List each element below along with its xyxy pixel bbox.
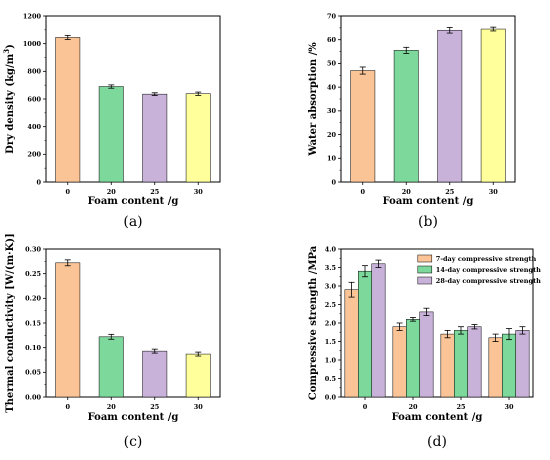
y-tick-label: 0.25: [25, 270, 41, 278]
x-tick-label: 20: [107, 188, 117, 196]
x-tick-label: 0: [363, 403, 368, 411]
y-tick-label: 0: [331, 178, 336, 186]
bar: [454, 330, 468, 398]
y-tick-label: 2.5: [325, 301, 337, 309]
bar: [502, 333, 516, 398]
bar: [392, 326, 407, 398]
y-tick-label: 0: [36, 178, 41, 186]
bar: [185, 353, 211, 398]
bar: [55, 37, 81, 183]
y-tick-label: 30: [327, 107, 337, 115]
bar: [358, 270, 372, 398]
y-tick-label: 10: [327, 155, 337, 163]
y-tick-label: 200: [27, 151, 41, 159]
chart-panel-2: 0 10 20 30 40 50 60 70 0 20 25 30 Foam content /g Wat…: [308, 12, 516, 230]
x-tick-label: 0: [360, 188, 365, 196]
y-tick-label: 50: [327, 60, 337, 68]
x-tick-label: 20: [408, 403, 418, 411]
bar: [344, 289, 359, 398]
y-tick-label: 1.0: [325, 356, 337, 364]
y-tick-label: 1200: [23, 12, 42, 20]
legend-label: 7-day compressive strength: [436, 255, 537, 263]
x-axis-label: Foam content /g: [392, 412, 483, 423]
bar: [437, 29, 463, 183]
bar: [480, 28, 506, 183]
y-axis-label: Dry density (kg/m3): [2, 44, 17, 154]
y-tick-label: 60: [327, 36, 337, 44]
bar: [393, 50, 419, 183]
bar: [142, 93, 168, 183]
bar: [98, 86, 124, 183]
x-tick-label: 20: [402, 188, 412, 196]
bar: [440, 333, 455, 398]
x-axis-label: Foam content /g: [88, 412, 179, 423]
y-axis-label: Water absorption /%: [308, 42, 319, 157]
bar: [55, 262, 81, 398]
bar: [467, 326, 482, 398]
y-tick-label: 800: [27, 68, 41, 76]
x-axis-label: Foam content /g: [88, 196, 179, 207]
y-tick-label: 0.20: [25, 295, 41, 303]
chart-panel-4: 0.0 0.5 1.0 1.5 2.0 2.5 3.0 3.5 4.0 0 20 25 30 7-day …: [308, 245, 541, 450]
y-axis-label: Thermal conductivity [W/(m·K)]: [5, 233, 16, 413]
x-axis-label: Foam content /g: [383, 196, 474, 207]
bar: [406, 319, 420, 398]
x-tick-label: 30: [504, 403, 514, 411]
bar: [185, 93, 211, 183]
x-tick-label: 25: [445, 188, 455, 196]
y-axis-label: Compressive strength /MPa: [308, 245, 319, 400]
y-tick-label: 0.5: [325, 375, 337, 383]
y-tick-label: 400: [27, 123, 41, 131]
legend-swatch: [417, 276, 433, 285]
x-tick-label: 20: [107, 403, 117, 411]
y-tick-label: 600: [27, 95, 41, 103]
panel-label: (b): [418, 214, 438, 230]
bar: [142, 350, 168, 398]
y-tick-label: 0.00: [25, 393, 41, 401]
y-tick-label: 3.5: [325, 264, 337, 272]
x-tick-label: 30: [194, 403, 204, 411]
bar: [98, 336, 124, 398]
y-tick-label: 40: [327, 83, 337, 91]
x-tick-label: 0: [65, 188, 70, 196]
x-tick-label: 30: [489, 188, 499, 196]
chart-panel-3: 0.00 0.05 0.10 0.15 0.20 0.25 0.30 0 20 25 30 Foam …: [5, 233, 221, 450]
panel-label: (c): [124, 434, 143, 450]
y-tick-label: 2.0: [325, 319, 337, 327]
x-tick-label: 25: [150, 188, 160, 196]
x-tick-label: 25: [150, 403, 160, 411]
bar: [350, 70, 376, 183]
y-tick-label: 1.5: [325, 338, 337, 346]
y-tick-label: 0.0: [325, 393, 337, 401]
y-tick-label: 0.10: [25, 344, 41, 352]
y-tick-label: 4.0: [325, 245, 337, 253]
y-tick-label: 70: [327, 12, 337, 20]
legend-label: 28-day compressive strength: [436, 277, 541, 285]
bar: [371, 263, 386, 398]
y-tick-label: 0.30: [25, 245, 41, 253]
y-tick-label: 0.05: [25, 369, 41, 377]
legend-swatch: [417, 265, 433, 274]
panel-label: (a): [123, 214, 142, 230]
y-tick-label: 3.0: [325, 282, 337, 290]
bar: [515, 330, 530, 398]
y-tick-label: 1000: [23, 40, 42, 48]
x-tick-label: 30: [194, 188, 204, 196]
bar: [488, 337, 503, 398]
legend-swatch: [417, 254, 433, 263]
y-tick-label: 20: [327, 131, 337, 139]
bar: [419, 311, 434, 398]
y-tick-label: 0.15: [25, 319, 41, 327]
x-tick-label: 0: [65, 403, 70, 411]
panel-label: (d): [427, 434, 447, 450]
legend-label: 14-day compressive strength: [436, 266, 541, 274]
x-tick-label: 25: [456, 403, 466, 411]
chart-panel-1: 0 200 400 600 800 1000 1200 0 20 25 30 Foam content…: [2, 12, 221, 230]
